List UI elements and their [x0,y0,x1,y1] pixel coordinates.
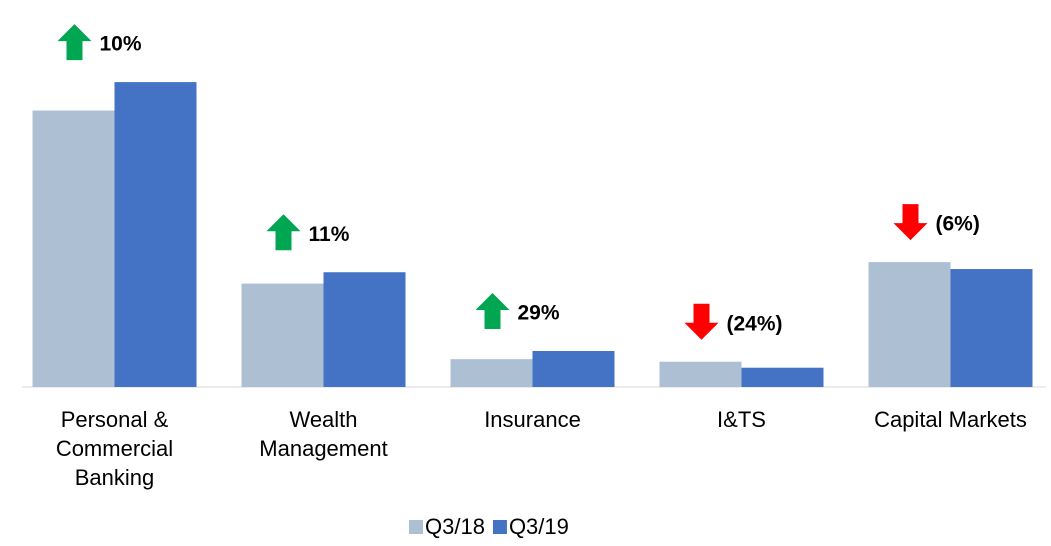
down-arrow [893,204,928,241]
change-label: 11% [309,223,350,246]
bar [323,272,406,387]
up-arrow [266,214,301,251]
bar [114,82,197,387]
bar [450,359,533,387]
legend-label: Q3/19 [509,514,569,539]
change-label: 10% [100,33,142,56]
up-arrow [475,293,510,330]
change-label: (6%) [936,213,980,236]
change-label: 29% [518,302,560,325]
x-tick-label: Insurance [484,407,581,432]
bar [868,262,951,387]
bar [950,269,1033,387]
x-tick-label: Wealth Management [259,407,388,461]
legend-label: Q3/18 [425,514,485,539]
bar [32,110,115,388]
down-arrow [684,303,719,340]
bar [241,283,324,387]
bar [741,367,824,387]
bar [532,351,615,387]
up-arrow [57,24,92,61]
legend-swatch [492,520,507,534]
x-tick-label: I&TS [717,407,766,432]
x-tick-label: Personal & Commercial Banking [55,407,174,490]
bar [659,361,742,387]
legend-swatch [409,520,423,534]
change-label: (24%) [727,312,783,335]
x-tick-label: Capital Markets [874,407,1027,432]
